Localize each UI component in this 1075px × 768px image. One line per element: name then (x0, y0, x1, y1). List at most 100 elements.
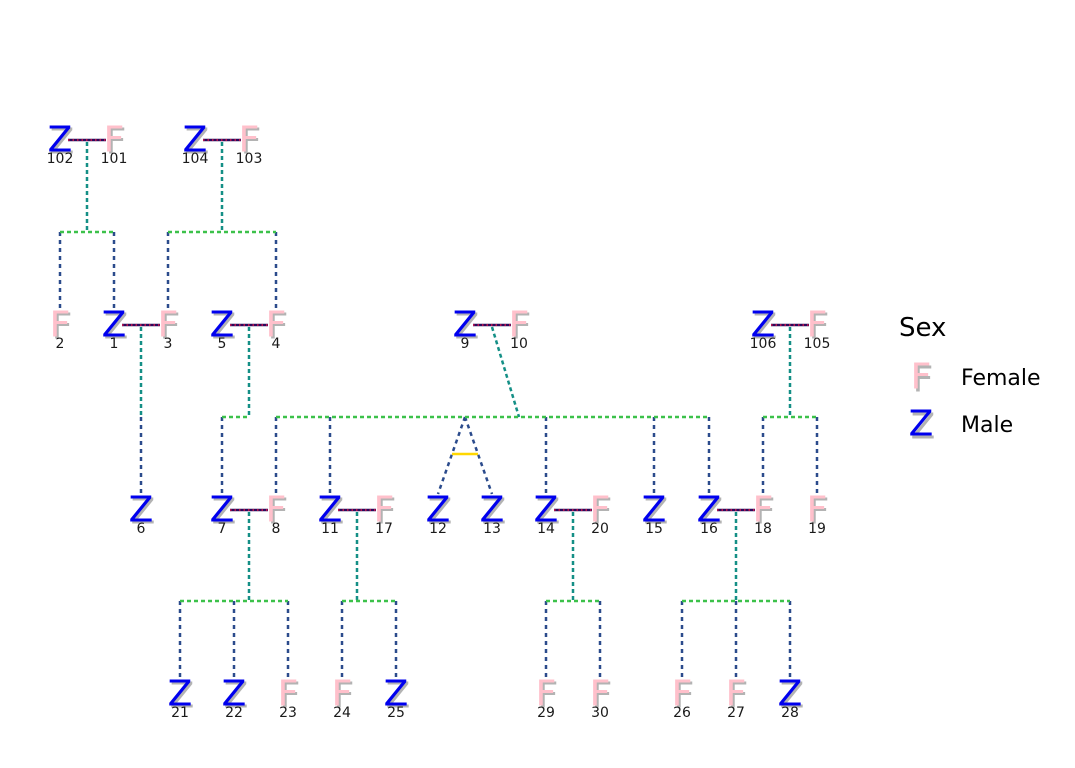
individual-id-label: 3 (164, 336, 173, 352)
individual-id-label: 23 (279, 705, 297, 721)
individual-id-label: 19 (808, 521, 826, 537)
female-symbol: F (536, 674, 557, 715)
female-symbol-shadow: F (674, 676, 695, 717)
twin-branch-line (463, 416, 494, 495)
female-symbol: F (807, 490, 828, 531)
male-symbol: Z (210, 305, 235, 346)
male-symbol: Z (129, 490, 154, 531)
individual-1: ZZ1 (102, 305, 129, 353)
male-symbol-shadow: Z (224, 676, 249, 717)
descent-line (490, 326, 521, 418)
male-symbol-shadow: Z (170, 676, 195, 717)
male-symbol-shadow: Z (536, 492, 561, 533)
individual-5: ZZ5 (210, 305, 237, 353)
female-symbol-shadow: F (268, 492, 289, 533)
individual-id-label: 21 (171, 705, 189, 721)
individual-id-label: 29 (537, 705, 555, 721)
individual-id-label: 2 (56, 336, 65, 352)
individual-id-label: 27 (727, 705, 745, 721)
female-symbol: F (158, 305, 179, 346)
female-symbol-shadow: F (106, 122, 127, 163)
individual-id-label: 4 (272, 336, 281, 352)
male-symbol: Z (778, 674, 803, 715)
individual-id-label: 17 (375, 521, 393, 537)
individual-id-label: 12 (429, 521, 447, 537)
male-symbol-shadow: Z (644, 492, 669, 533)
male-symbol: Z (48, 120, 73, 161)
female-symbol-shadow: F (755, 492, 776, 533)
female-symbol: F (239, 120, 260, 161)
individual-id-label: 8 (272, 521, 281, 537)
legend-female-symbol-shadow: F (913, 360, 934, 401)
legend-male-label: Male (961, 413, 1013, 438)
female-symbol: F (278, 674, 299, 715)
individual-id-label: 103 (236, 151, 263, 167)
male-symbol-shadow: Z (212, 492, 237, 533)
male-symbol: Z (318, 490, 343, 531)
male-symbol-shadow: Z (455, 307, 480, 348)
individual-9: ZZ9 (453, 305, 480, 353)
legend-female-symbol: F (911, 357, 932, 398)
individual-id-label: 101 (101, 151, 128, 167)
individual-id-label: 26 (673, 705, 691, 721)
individual-id-label: 15 (645, 521, 663, 537)
individual-6: ZZ6 (129, 490, 156, 538)
male-symbol: Z (183, 120, 208, 161)
individual-id-label: 7 (218, 521, 227, 537)
female-symbol: F (753, 490, 774, 531)
female-symbol-shadow: F (268, 307, 289, 348)
individual-id-label: 16 (700, 521, 718, 537)
male-symbol: Z (102, 305, 127, 346)
male-symbol-shadow: Z (212, 307, 237, 348)
female-symbol-shadow: F (511, 307, 532, 348)
male-symbol: Z (697, 490, 722, 531)
individual-id-label: 22 (225, 705, 243, 721)
female-symbol-shadow: F (241, 122, 262, 163)
connection-lines (58, 138, 819, 678)
male-symbol: Z (426, 490, 451, 531)
legend: Sex F F Female Z Z Male (899, 313, 1041, 448)
female-symbol: F (807, 305, 828, 346)
individual-id-label: 104 (182, 151, 209, 167)
individual-id-label: 13 (483, 521, 501, 537)
female-symbol: F (266, 305, 287, 346)
female-symbol: F (374, 490, 395, 531)
female-symbol-shadow: F (592, 676, 613, 717)
male-symbol: Z (384, 674, 409, 715)
twin-branch-line (436, 416, 467, 495)
male-symbol: Z (751, 305, 776, 346)
male-symbol-shadow: Z (386, 676, 411, 717)
legend-female-label: Female (961, 366, 1041, 391)
male-symbol: Z (480, 490, 505, 531)
individual-id-label: 14 (537, 521, 555, 537)
male-symbol: Z (222, 674, 247, 715)
female-symbol: F (332, 674, 353, 715)
male-symbol-shadow: Z (185, 122, 210, 163)
male-symbol: Z (168, 674, 193, 715)
individual-id-label: 1 (110, 336, 119, 352)
legend-item-female: F F Female (911, 357, 1041, 401)
individual-id-label: 18 (754, 521, 772, 537)
individual-id-label: 106 (750, 336, 777, 352)
female-symbol-shadow: F (809, 492, 830, 533)
female-symbol: F (50, 305, 71, 346)
male-symbol: Z (534, 490, 559, 531)
